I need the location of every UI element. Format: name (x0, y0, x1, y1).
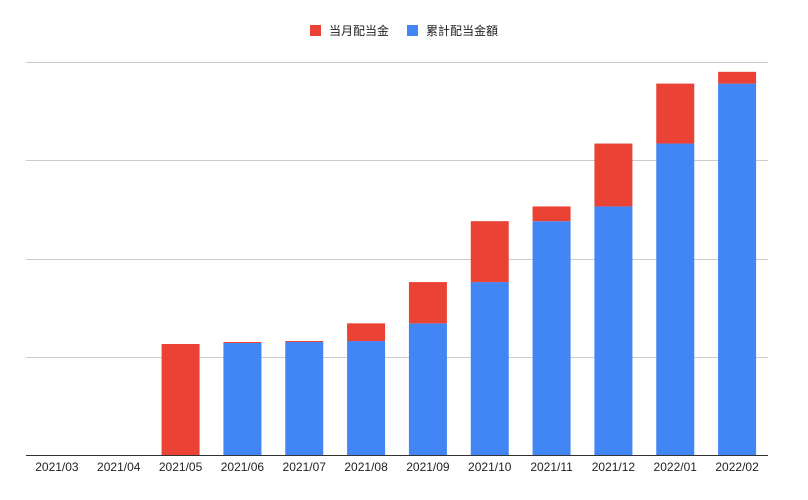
bar-cumulative-2021-07 (285, 342, 324, 455)
bar-monthly-2021-12 (594, 143, 633, 207)
bar-cumulative-2021-10 (470, 282, 509, 455)
bar-monthly-2021-06 (223, 342, 262, 343)
x-tick-label-2022-01: 2022/01 (654, 460, 698, 474)
bar-cumulative-2021-11 (532, 221, 571, 455)
legend: 当月配当金 累計配当金額 (0, 22, 808, 39)
x-tick-label-2021-10: 2021/10 (468, 460, 512, 474)
bar-monthly-2021-05 (161, 343, 200, 455)
bar-cumulative-2021-06 (223, 342, 262, 455)
legend-label-monthly: 当月配当金 (328, 24, 389, 38)
legend-item-cumulative: 累計配当金額 (407, 22, 498, 39)
bar-monthly-2022-01 (656, 83, 695, 144)
x-tick-label-2021-06: 2021/06 (221, 460, 265, 474)
bar-cumulative-2021-12 (594, 206, 633, 455)
legend-swatch-cumulative (407, 25, 418, 36)
bar-cumulative-2021-08 (347, 341, 386, 455)
x-tick-label-2021-12: 2021/12 (592, 460, 636, 474)
bar-monthly-2021-08 (347, 323, 386, 342)
bar-cumulative-2021-09 (408, 323, 447, 455)
legend-label-cumulative: 累計配当金額 (426, 24, 499, 38)
x-tick-label-2022-02: 2022/02 (715, 460, 759, 474)
legend-item-monthly: 当月配当金 (309, 22, 389, 39)
bar-cumulative-2022-02 (718, 83, 757, 456)
bar-monthly-2022-02 (718, 71, 757, 84)
bar-cumulative-2022-01 (656, 143, 695, 456)
bar-monthly-2021-11 (532, 206, 571, 222)
x-tick-label-2021-04: 2021/04 (97, 460, 141, 474)
bar-monthly-2021-09 (408, 282, 447, 324)
x-tick-label-2021-03: 2021/03 (35, 460, 79, 474)
bar-monthly-2021-10 (470, 221, 509, 283)
x-tick-label-2021-08: 2021/08 (344, 460, 388, 474)
x-tick-label-2021-07: 2021/07 (283, 460, 327, 474)
bar-monthly-2021-07 (285, 341, 324, 343)
legend-swatch-monthly (309, 25, 321, 36)
x-tick-label-2021-05: 2021/05 (159, 460, 203, 474)
x-tick-label-2021-09: 2021/09 (406, 460, 450, 474)
x-tick-label-2021-11: 2021/11 (530, 460, 573, 474)
